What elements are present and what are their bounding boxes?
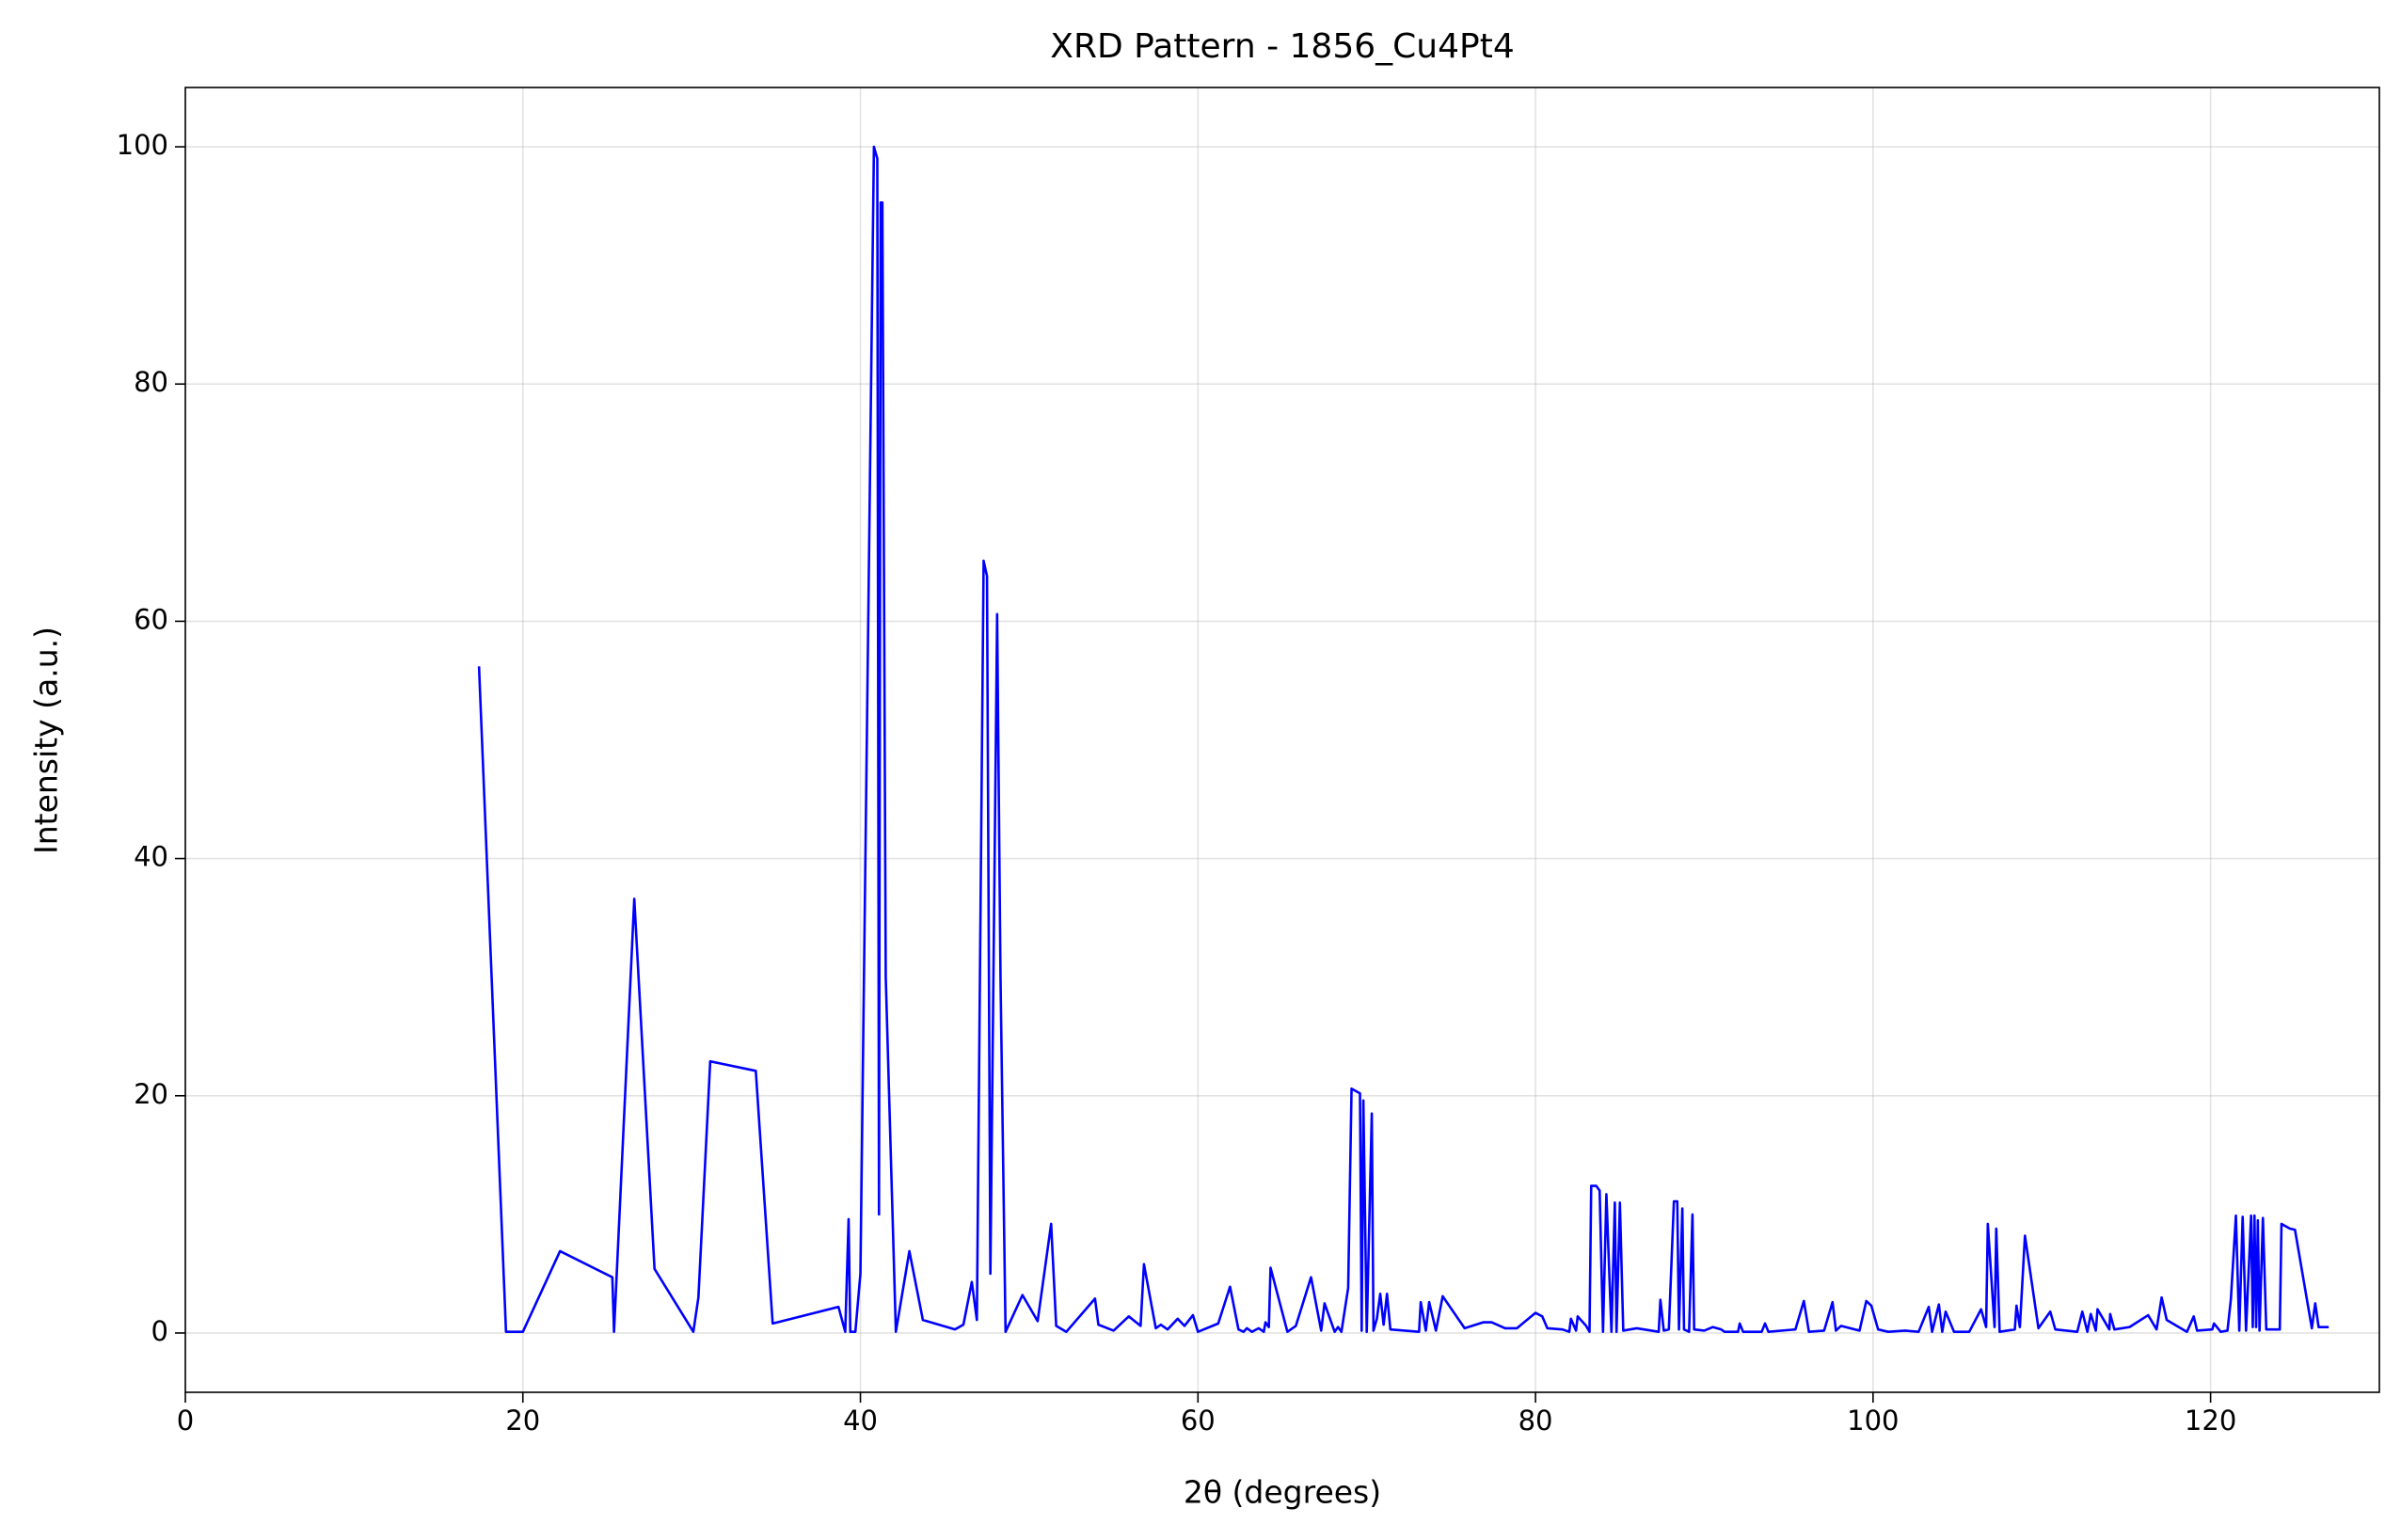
y-tick-label: 0: [151, 1315, 168, 1347]
x-tick-label: 80: [1519, 1405, 1553, 1437]
y-tick-label: 80: [134, 366, 168, 398]
y-tick-label: 40: [134, 841, 168, 873]
data-line: [477, 145, 2329, 1333]
x-tick-label: 100: [1847, 1405, 1899, 1437]
y-tick-label: 20: [134, 1078, 168, 1110]
x-axis-label: 2θ (degrees): [1184, 1474, 1381, 1511]
plot-frame: [184, 87, 2380, 1393]
y-axis-label: Intensity (a.u.): [28, 627, 65, 854]
y-tick-label: 100: [117, 129, 168, 161]
x-tick-label: 0: [177, 1405, 194, 1437]
x-tick-label: 60: [1181, 1405, 1216, 1437]
x-tick-label: 20: [505, 1405, 540, 1437]
chart-title: XRD Pattern - 1856_Cu4Pt4: [1050, 27, 1514, 66]
x-tick-label: 120: [2185, 1405, 2236, 1437]
y-tick-label: 60: [134, 603, 168, 635]
x-tick-label: 40: [843, 1405, 878, 1437]
